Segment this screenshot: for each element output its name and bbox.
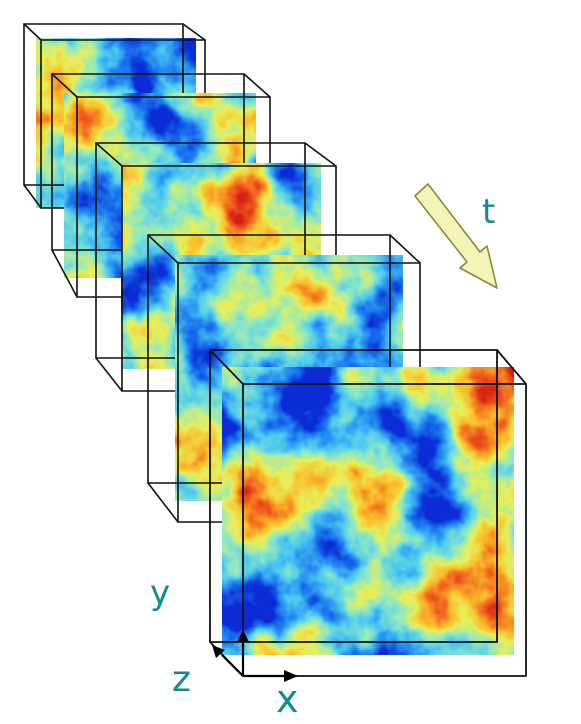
diagonal-arrow-icon [414,183,498,289]
xyz-axes-icon [212,630,298,682]
y-axis-label: y [150,573,171,613]
z-axis-label: z [172,659,191,700]
volume-5 [209,349,527,677]
time-axis-label: t [482,192,496,232]
x-axis-label: x [276,677,299,721]
